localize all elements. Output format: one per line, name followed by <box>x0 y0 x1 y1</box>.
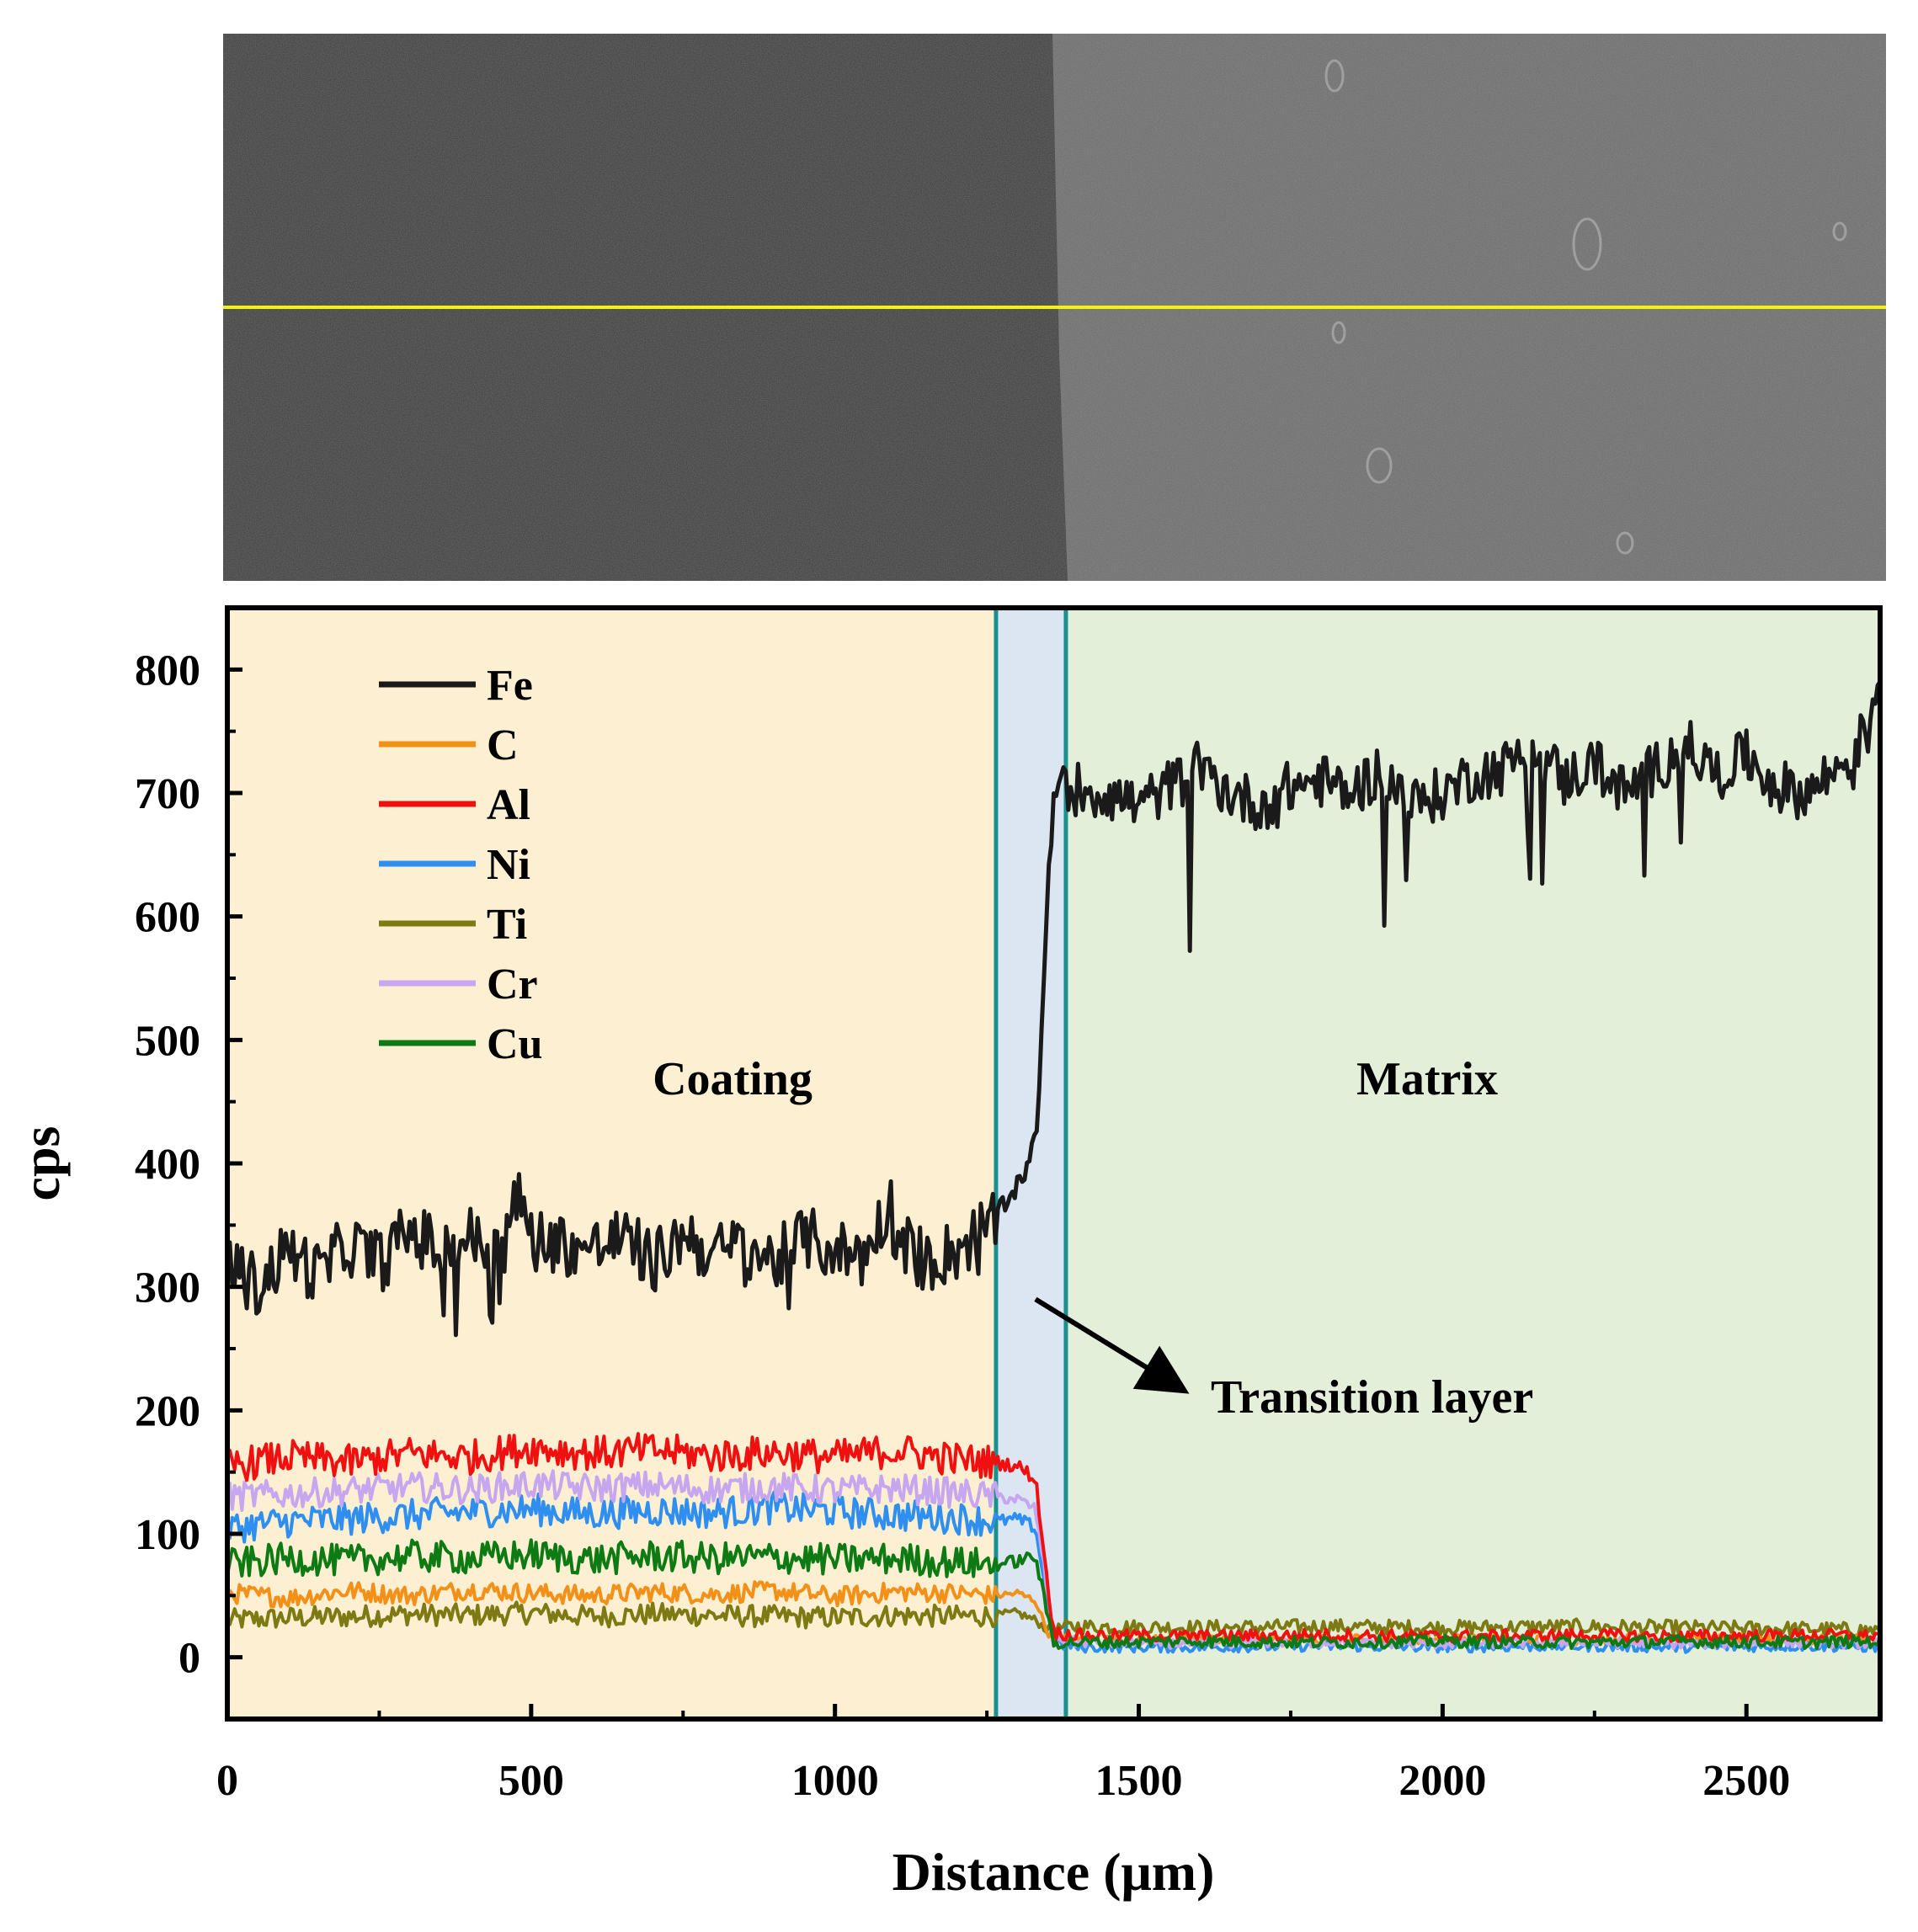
axis-ticks: 0 500 1000 1500 2000 2500 0 100 200 300 400 500 600 7… <box>135 606 1790 1805</box>
legend-label-cu: Cu <box>487 1020 542 1068</box>
sem-micrograph <box>223 34 1886 581</box>
annotation-arrow <box>1034 1296 1190 1394</box>
y-tick-label: 600 <box>135 894 200 942</box>
region-backgrounds <box>227 608 1880 1719</box>
y-tick-label: 500 <box>135 1017 200 1065</box>
legend: Fe C Al Ni Ti Cr Cu <box>379 662 542 1068</box>
annotation-label: Transition layer <box>1211 1371 1533 1424</box>
series-line-al <box>226 1432 1882 1644</box>
y-tick-label: 800 <box>135 647 200 695</box>
series-line-cu <box>226 1538 1882 1650</box>
y-tick-label: 400 <box>135 1141 200 1189</box>
legend-label-cr: Cr <box>487 961 538 1009</box>
legend-label-ni: Ni <box>487 841 530 889</box>
plot-area: 0 500 1000 1500 2000 2500 0 100 200 300 400 500 600 7… <box>11 605 1883 1902</box>
region-label-matrix: Matrix <box>1356 1053 1498 1105</box>
legend-label-al: Al <box>487 781 530 829</box>
x-tick-label: 1500 <box>1095 1757 1183 1805</box>
x-axis-label: Distance (μm) <box>892 1842 1215 1902</box>
region-bg-1 <box>995 608 1066 1719</box>
y-tick-label: 0 <box>178 1635 200 1683</box>
y-tick-label: 100 <box>135 1511 200 1559</box>
y-tick-label: 300 <box>135 1264 200 1312</box>
x-tick-label: 0 <box>216 1757 238 1805</box>
region-labels: Coating Matrix <box>653 1053 1498 1105</box>
x-tick-label: 1000 <box>791 1757 879 1805</box>
x-tick-label: 2000 <box>1399 1757 1486 1805</box>
y-tick-label: 700 <box>135 770 200 818</box>
series-lines <box>225 680 1883 1654</box>
legend-label-c: C <box>487 721 519 769</box>
region-bg-0 <box>227 608 996 1719</box>
x-tick-label: 2500 <box>1702 1757 1790 1805</box>
x-tick-label: 500 <box>498 1757 564 1805</box>
series-line-fe <box>225 680 1883 1338</box>
region-label-coating: Coating <box>653 1053 812 1105</box>
legend-label-ti: Ti <box>487 901 527 949</box>
annotation: Transition layer <box>1034 1296 1533 1424</box>
y-axis-label: cps <box>11 1126 71 1201</box>
y-tick-label: 200 <box>135 1387 200 1435</box>
legend-label-fe: Fe <box>487 662 533 710</box>
